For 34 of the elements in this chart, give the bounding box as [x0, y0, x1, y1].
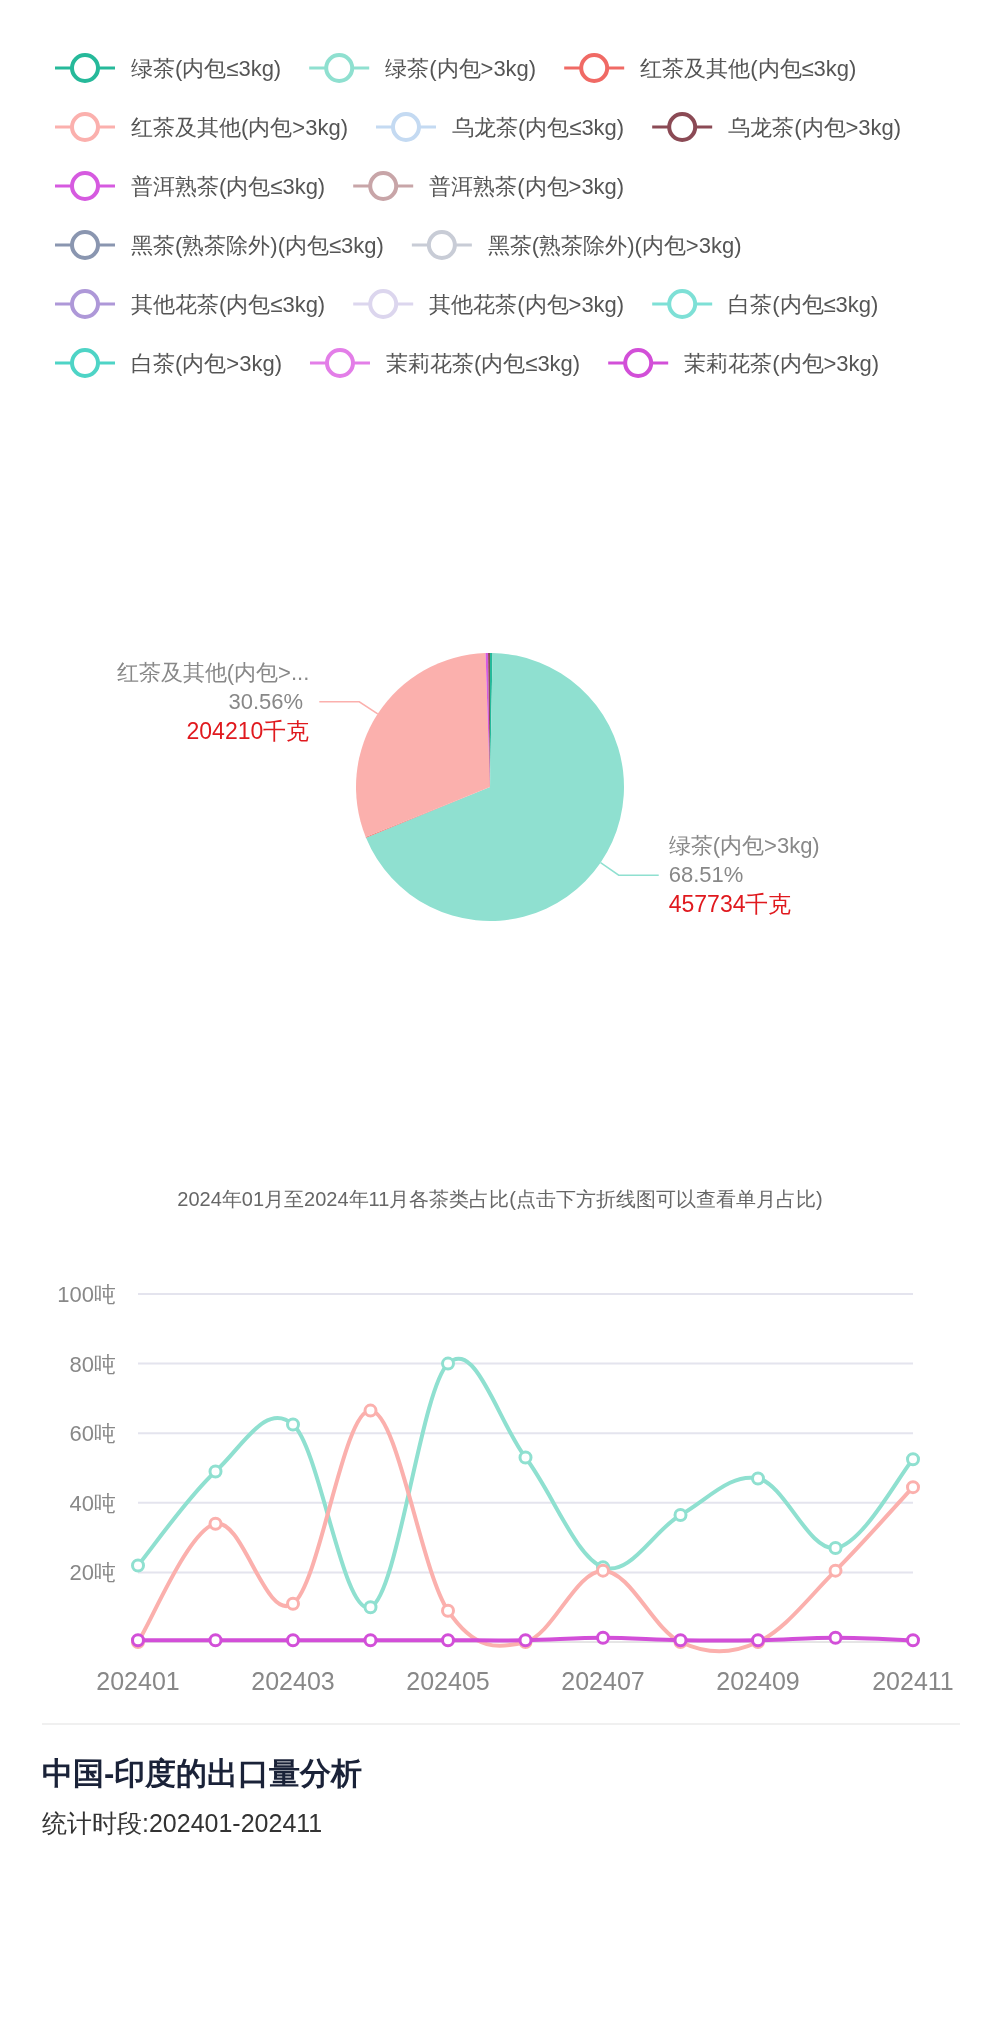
text: 中国-印度的出口量分析 — [42, 1756, 363, 1791]
legend-label: 乌龙茶(内包>3kg) — [728, 115, 902, 140]
x-tick-label: 202403 — [251, 1667, 335, 1695]
legend-label: 其他花茶(内包≤3kg) — [131, 292, 326, 317]
x-tick-label: 202407 — [561, 1667, 645, 1695]
legend-label: 红茶及其他(内包>3kg) — [131, 115, 348, 140]
slice-label: 红茶及其他(内包>... — [116, 659, 310, 685]
legend-label: 普洱熟茶(内包>3kg) — [429, 174, 625, 199]
legend-label: 黑茶(熟茶除外)(内包≤3kg) — [131, 233, 384, 258]
legend-label: 绿茶(内包>3kg) — [385, 56, 537, 81]
text: 统计时段:202401-202411 — [42, 1809, 323, 1837]
y-tick-label: 100吨 — [57, 1282, 116, 1307]
x-tick-label: 202411 — [872, 1667, 954, 1695]
legend-label: 乌龙茶(内包≤3kg) — [451, 115, 625, 140]
data-label: 68.51% 457734千克 — [668, 862, 792, 918]
legend-label: 红茶及其他(内包≤3kg) — [640, 56, 857, 81]
x-tick-label: 202405 — [406, 1667, 490, 1695]
legend-label: 白茶(内包>3kg) — [131, 351, 282, 376]
legend-label: 普洱熟茶(内包≤3kg) — [131, 174, 326, 199]
legend-label: 黑茶(熟茶除外)(内包>3kg) — [487, 233, 742, 258]
legend-label: 绿茶(内包≤3kg) — [131, 56, 282, 81]
y-tick-label: 40吨 — [69, 1490, 116, 1516]
text: 2024年01月至2024年11月各茶类占比(点击下方折线图可以查看单月占比) — [177, 1188, 823, 1210]
y-tick-label: 20吨 — [69, 1560, 116, 1586]
x-tick-label: 202409 — [716, 1667, 800, 1695]
legend-label: 茉莉花茶(内包≤3kg) — [385, 351, 581, 376]
legend-label: 茉莉花茶(内包>3kg) — [684, 351, 880, 376]
legend-label: 白茶(内包≤3kg) — [728, 292, 879, 317]
slice-label: 绿茶(内包>3kg) — [668, 833, 820, 859]
y-tick-label: 80吨 — [69, 1351, 116, 1377]
x-tick-label: 202401 — [96, 1667, 180, 1695]
legend-label: 其他花茶(内包>3kg) — [429, 292, 625, 317]
y-tick-label: 60吨 — [69, 1421, 116, 1447]
data-label: 30.56% 204210千克 — [186, 688, 310, 744]
